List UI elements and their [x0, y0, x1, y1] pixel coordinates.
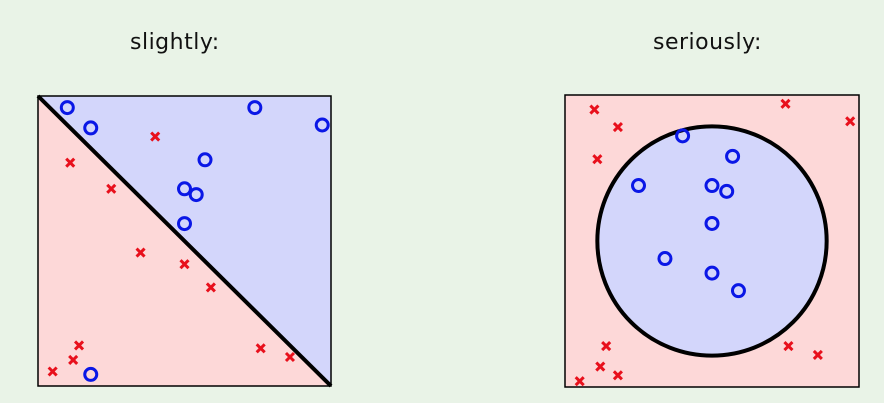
circle-point [197, 152, 213, 168]
panel-title-seriously: seriously: [653, 30, 762, 55]
circle-point [177, 181, 192, 197]
cross-point [612, 370, 623, 381]
circle-point [657, 251, 673, 267]
plot-frame [564, 94, 860, 388]
circle-point [314, 117, 330, 133]
cross-point [574, 376, 585, 387]
cross-point [595, 361, 606, 372]
cross-point [612, 122, 623, 133]
panel-circular-boundary [564, 94, 860, 388]
cross-point [150, 131, 161, 142]
circle-point [675, 128, 691, 144]
circle-point [177, 216, 192, 232]
circle-point [704, 265, 720, 281]
cross-point [783, 341, 794, 352]
cross-point [780, 98, 791, 109]
decision-boundary-line [36, 94, 333, 388]
circle-point [725, 148, 741, 164]
cross-point [106, 183, 117, 194]
cross-point [845, 116, 856, 127]
cross-point [589, 104, 600, 115]
panel-title-slightly: slightly: [130, 30, 220, 55]
circle-point [59, 100, 75, 116]
circle-point [188, 187, 204, 203]
cross-point [65, 157, 76, 168]
cross-point [284, 351, 296, 363]
cross-point [73, 340, 85, 351]
cross-point [205, 282, 216, 293]
cross-point [135, 247, 146, 258]
circle-point [704, 178, 720, 194]
circle-point [247, 100, 263, 116]
circle-point [719, 183, 735, 199]
cross-point [179, 259, 190, 270]
panel-linear-boundary [36, 94, 333, 388]
cross-point [812, 349, 823, 360]
circle-point [83, 120, 99, 136]
circle-point [730, 283, 746, 299]
circle-point [704, 215, 720, 231]
plot-frame [37, 95, 332, 387]
cross-point [47, 366, 58, 377]
decision-boundary-circle [595, 124, 829, 358]
cross-point [592, 154, 603, 165]
circle-point [83, 366, 99, 382]
cross-point [68, 354, 79, 365]
circle-point [631, 178, 646, 194]
cross-point [255, 343, 266, 354]
cross-point [601, 341, 612, 352]
